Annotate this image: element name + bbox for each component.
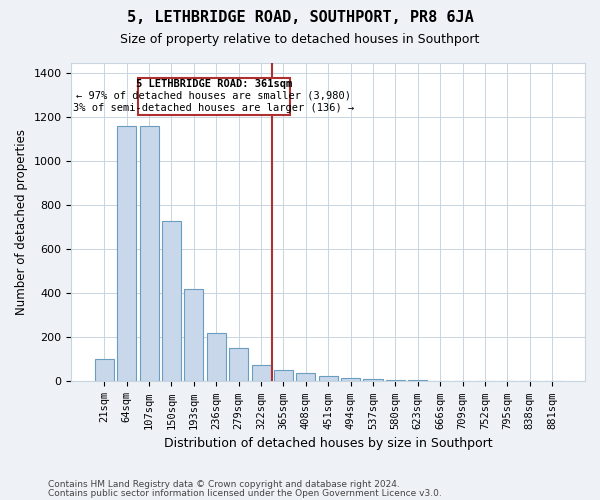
Bar <box>319 376 338 382</box>
Bar <box>296 372 316 382</box>
Text: ← 97% of detached houses are smaller (3,980): ← 97% of detached houses are smaller (3,… <box>76 91 352 101</box>
Bar <box>341 378 360 382</box>
Bar <box>138 78 290 116</box>
Bar <box>386 380 405 382</box>
Bar <box>274 370 293 382</box>
Text: 5, LETHBRIDGE ROAD, SOUTHPORT, PR8 6JA: 5, LETHBRIDGE ROAD, SOUTHPORT, PR8 6JA <box>127 10 473 25</box>
Y-axis label: Number of detached properties: Number of detached properties <box>15 129 28 315</box>
Text: Contains public sector information licensed under the Open Government Licence v3: Contains public sector information licen… <box>48 489 442 498</box>
Bar <box>364 379 383 382</box>
Bar <box>229 348 248 382</box>
Bar <box>117 126 136 382</box>
Text: Size of property relative to detached houses in Southport: Size of property relative to detached ho… <box>121 32 479 46</box>
Bar <box>251 365 271 382</box>
Text: 5 LETHBRIDGE ROAD: 361sqm: 5 LETHBRIDGE ROAD: 361sqm <box>136 78 292 88</box>
Bar <box>408 380 427 382</box>
Bar <box>184 289 203 382</box>
X-axis label: Distribution of detached houses by size in Southport: Distribution of detached houses by size … <box>164 437 493 450</box>
Text: 3% of semi-detached houses are larger (136) →: 3% of semi-detached houses are larger (1… <box>73 104 355 114</box>
Bar <box>95 360 114 382</box>
Bar <box>140 126 158 382</box>
Text: Contains HM Land Registry data © Crown copyright and database right 2024.: Contains HM Land Registry data © Crown c… <box>48 480 400 489</box>
Bar <box>162 221 181 382</box>
Bar <box>207 333 226 382</box>
